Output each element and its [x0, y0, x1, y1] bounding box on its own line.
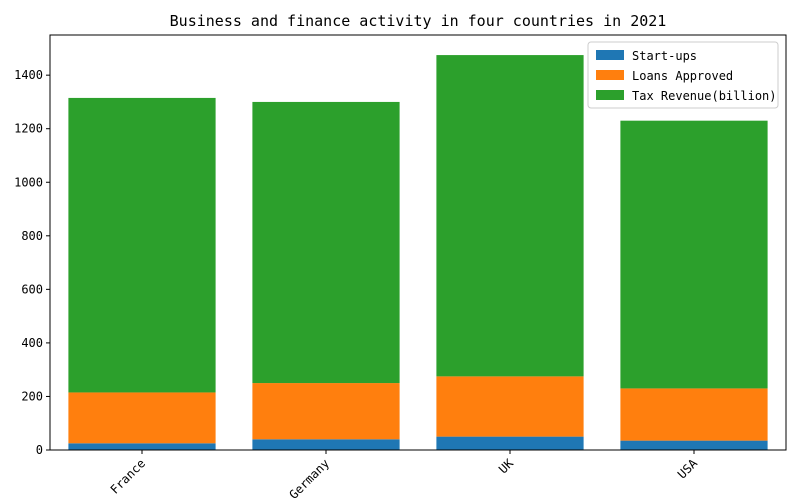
y-tick-label: 1200 [14, 122, 43, 136]
bar-usa-series-1 [620, 388, 768, 441]
chart-title: Business and finance activity in four co… [170, 12, 667, 30]
bar-uk-series-0 [436, 436, 584, 450]
legend-label: Loans Approved [632, 69, 733, 83]
y-tick-label: 400 [21, 336, 43, 350]
y-tick-label: 800 [21, 229, 43, 243]
y-tick-label: 600 [21, 282, 43, 296]
legend-swatch [596, 90, 624, 100]
plot-frame [49, 34, 787, 451]
x-tick-label: USA [675, 456, 701, 482]
bar-germany-series-2 [252, 101, 400, 384]
x-tick-label: France [108, 456, 149, 497]
bar-usa-series-2 [620, 120, 768, 389]
bar-germany-series-1 [252, 383, 400, 440]
legend-swatch [596, 50, 624, 60]
bar-usa-series-0 [620, 440, 768, 450]
legend-label: Start-ups [632, 49, 697, 63]
legend: Start-ups Loans Approved Tax Revenue(billi… [587, 41, 779, 109]
y-tick-label: 200 [21, 389, 43, 403]
bar-uk-series-2 [436, 55, 584, 377]
bar-france-series-0 [68, 443, 216, 450]
legend-swatch [596, 70, 624, 80]
y-tick-label: 0 [36, 443, 43, 457]
x-tick-label: UK [496, 456, 517, 477]
y-tick-label: 1000 [14, 175, 43, 189]
bar-france-series-2 [68, 97, 216, 393]
bar-germany-series-0 [252, 439, 400, 450]
x-tick-label: Germany [286, 456, 332, 500]
y-tick-label: 1400 [14, 68, 43, 82]
legend-box [587, 41, 779, 109]
bar-france-series-1 [68, 392, 216, 444]
bars-layer [68, 55, 768, 450]
legend-label: Tax Revenue(billion) [632, 89, 777, 103]
bar-uk-series-1 [436, 376, 584, 437]
